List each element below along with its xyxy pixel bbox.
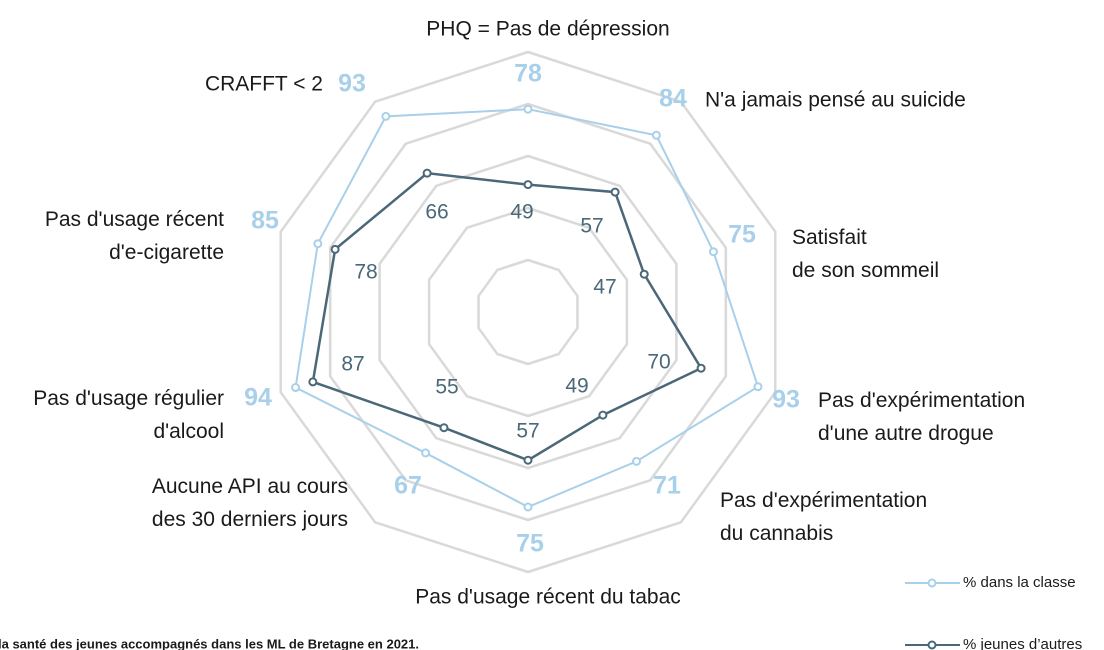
category-label: Pas d'usage régulier d'alcool <box>33 387 224 443</box>
grid-ring <box>427 206 629 418</box>
value-label: 93 <box>338 70 366 98</box>
category-label: PHQ = Pas de dépression <box>426 18 669 41</box>
value-label: 78 <box>514 60 542 88</box>
legend-marker <box>927 640 937 650</box>
category-label: N'a jamais pensé au suicide <box>705 89 966 112</box>
grid-ring <box>279 50 777 574</box>
point <box>330 244 340 254</box>
value-label: 67 <box>394 472 422 500</box>
category-label: Satisfait de son sommeil <box>792 226 939 282</box>
category-label: CRAFFT < 2 <box>205 73 323 96</box>
value-label: 66 <box>425 201 448 224</box>
value-label: 75 <box>728 221 756 249</box>
point <box>439 423 449 433</box>
value-label: 85 <box>251 207 279 235</box>
category-label: Pas d'expérimentation du cannabis <box>720 489 927 545</box>
grid-ring <box>477 258 579 366</box>
point <box>291 383 301 393</box>
grid-ring <box>378 154 678 470</box>
legend-marker <box>927 578 937 588</box>
value-label: 75 <box>516 530 544 558</box>
category-label: Pas d'expérimentation d'une autre drogue <box>818 389 1025 445</box>
point <box>523 502 533 512</box>
point <box>639 269 649 279</box>
point <box>696 363 706 373</box>
value-label: 93 <box>772 386 800 414</box>
point <box>422 168 432 178</box>
value-label: 57 <box>580 215 603 238</box>
point <box>523 455 533 465</box>
value-label: 70 <box>647 351 670 374</box>
point <box>313 239 323 249</box>
value-label: 47 <box>593 276 616 299</box>
value-label: 49 <box>565 375 588 398</box>
value-label: 87 <box>341 353 364 376</box>
category-label: Aucune API au cours des 30 derniers jours <box>152 475 348 531</box>
point <box>523 104 533 114</box>
legend-label: % jeunes d’autres <box>963 636 1082 650</box>
point <box>381 111 391 121</box>
point <box>308 377 318 387</box>
point <box>598 410 608 420</box>
point <box>708 247 718 257</box>
value-label: 55 <box>435 376 458 399</box>
point <box>523 180 533 190</box>
point <box>753 382 763 392</box>
point <box>421 448 431 458</box>
footnote: la santé des jeunes accompagnés dans les… <box>0 636 419 650</box>
series-line <box>294 108 760 509</box>
point <box>632 456 642 466</box>
point <box>651 130 661 140</box>
value-label: 49 <box>510 201 533 224</box>
grid-ring <box>328 102 728 522</box>
value-label: 94 <box>244 384 272 412</box>
legend-label: % dans la classe <box>963 574 1076 591</box>
category-label: Pas d'usage récent du tabac <box>415 586 681 609</box>
value-label: 78 <box>354 261 377 284</box>
value-label: 84 <box>659 85 687 113</box>
value-label: 71 <box>653 472 681 500</box>
category-label: Pas d'usage récent d'e-cigarette <box>45 208 224 264</box>
point <box>610 187 620 197</box>
value-label: 57 <box>516 420 539 443</box>
